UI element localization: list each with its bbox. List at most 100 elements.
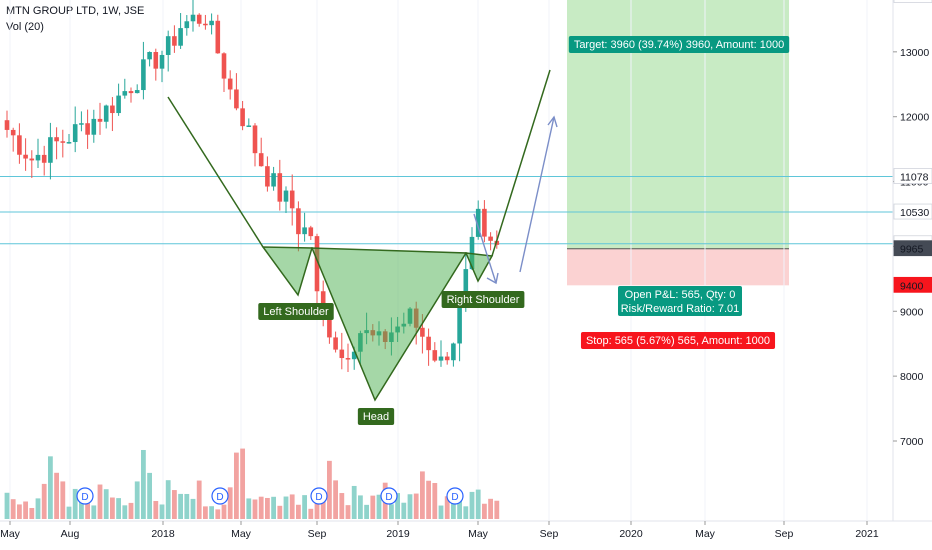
price-label-bg <box>893 276 932 293</box>
dividend-marker[interactable]: D <box>211 487 229 505</box>
dividend-marker[interactable]: D <box>380 487 398 505</box>
price-label-9965[interactable]: 9965 <box>893 240 932 257</box>
volume-bar <box>91 505 97 519</box>
candle-body <box>54 137 59 142</box>
head-label[interactable]: Head <box>357 408 395 425</box>
candle-body <box>258 153 264 167</box>
left-shoulder-label-bg <box>258 303 334 320</box>
candle-body <box>141 59 146 91</box>
candle-body <box>296 208 301 235</box>
volume-indicator-label[interactable]: Vol (20) <box>6 21 44 33</box>
price-tick-label: 9000 <box>900 306 924 318</box>
volume-bar <box>432 482 438 519</box>
volume-bar <box>29 507 35 519</box>
projection-line[interactable] <box>491 69 551 257</box>
candle-body <box>240 108 245 127</box>
time-tick-label: May <box>0 528 21 540</box>
volume-bar <box>97 484 103 519</box>
candle-body <box>457 300 462 344</box>
dividend-marker[interactable]: D <box>76 487 94 505</box>
open-pl-text: Open P&L: 565, Qty: 0 <box>625 289 736 301</box>
volume-bar <box>110 497 115 519</box>
volume-bar <box>4 492 10 519</box>
volume-bar <box>41 483 47 519</box>
volume-bar <box>345 505 351 519</box>
volume-bar <box>475 489 481 519</box>
volume-bar <box>128 502 134 519</box>
right-shoulder-triangle[interactable] <box>464 252 494 283</box>
volume-bar <box>327 460 332 519</box>
stop-label[interactable]: Stop: 565 (5.67%) 565, Amount: 1000 <box>580 332 776 349</box>
volume-bar <box>172 490 177 519</box>
price-label-9400[interactable]: 9400 <box>893 276 932 293</box>
candle-body <box>308 227 314 237</box>
candle-body <box>172 36 177 46</box>
arrow-down-head <box>486 272 499 285</box>
candle-body <box>252 125 258 154</box>
volume-bar <box>184 493 190 519</box>
candle-body <box>351 351 357 360</box>
left-shoulder-triangle[interactable] <box>261 246 313 297</box>
price-label-11078[interactable]: 11078 <box>893 168 932 184</box>
time-tick-label: Aug <box>61 528 80 540</box>
price-label-bg <box>893 168 932 184</box>
head-label-text: Head <box>363 411 389 423</box>
volume-bar <box>358 495 363 519</box>
volume-bar <box>48 456 53 519</box>
target-label[interactable]: Target: 3960 (39.74%) 3960, Amount: 1000 <box>568 36 790 53</box>
volume-bar <box>79 492 84 519</box>
candle-body <box>203 23 208 26</box>
candle-body <box>66 142 72 144</box>
volume-bar <box>221 504 227 519</box>
dividend-circle <box>310 487 328 505</box>
price-tick-label: 8000 <box>900 371 924 383</box>
risk-reward-text: Risk/Reward Ratio: 7.01 <box>621 303 740 315</box>
dividend-marker[interactable]: D <box>310 487 328 505</box>
candle-body <box>91 118 97 135</box>
time-tick-label: 2020 <box>619 528 643 540</box>
volume-bar <box>364 504 369 519</box>
candle-body <box>215 20 221 54</box>
dividend-text: D <box>315 492 322 503</box>
candle-body <box>488 236 493 241</box>
right-shoulder-label[interactable]: Right Shoulder <box>441 291 525 308</box>
price-tick-label: 12000 <box>900 112 929 124</box>
volume-bar <box>296 504 301 519</box>
price-label-text: 10530 <box>900 207 929 219</box>
time-tick-label: Sep <box>775 528 794 540</box>
price-tick-label: 13000 <box>900 47 929 59</box>
candle-body <box>227 78 233 90</box>
candle-body <box>85 123 90 135</box>
volume-bar <box>438 505 444 519</box>
time-tick-label: May <box>468 528 489 540</box>
candle-body <box>29 158 35 161</box>
candle-body <box>221 53 227 79</box>
volume-bar <box>289 494 295 519</box>
volume-bar <box>141 449 146 519</box>
arrow-down[interactable] <box>473 213 497 284</box>
candle-body <box>320 291 326 309</box>
downtrend-line[interactable] <box>167 96 264 248</box>
candle-body <box>10 129 16 136</box>
price-label-13868[interactable]: 13868 <box>893 0 932 3</box>
arrow-up[interactable] <box>519 116 555 273</box>
price-label-bg <box>893 240 932 257</box>
loss-zone[interactable] <box>567 248 789 286</box>
candle-body <box>178 28 183 46</box>
price-tick-label: 7000 <box>900 436 924 448</box>
right-shoulder-label-text: Right Shoulder <box>447 294 520 306</box>
dividend-marker[interactable]: D <box>446 487 464 505</box>
price-label-bg <box>893 0 932 3</box>
candle-body <box>209 20 214 26</box>
candle-body <box>333 337 338 350</box>
candle-body <box>122 91 128 96</box>
open-pl-label[interactable]: Open P&L: 565, Qty: 0 Risk/Reward Ratio: … <box>618 286 742 316</box>
head-triangle[interactable] <box>310 247 468 402</box>
time-tick-label: Sep <box>540 528 559 540</box>
left-shoulder-label[interactable]: Left Shoulder <box>258 303 334 320</box>
price-label-10530[interactable]: 10530 <box>893 203 932 220</box>
candle-body <box>153 52 159 69</box>
volume-bar <box>196 480 202 519</box>
volume-bar <box>376 494 382 519</box>
